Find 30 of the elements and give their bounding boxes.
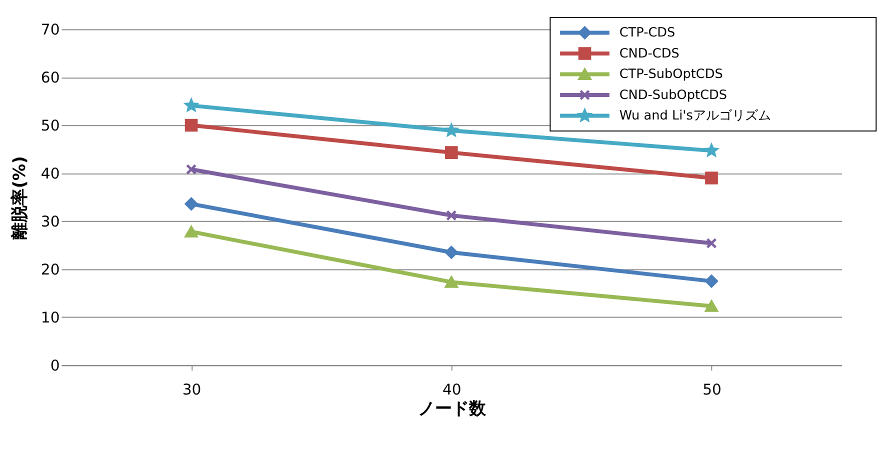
- x-tick-label: 30: [182, 381, 202, 398]
- point: [705, 300, 718, 312]
- point: [705, 274, 718, 288]
- point: [444, 246, 458, 259]
- y-tick-label: 50: [40, 118, 60, 135]
- point: [706, 238, 717, 249]
- legend-label: CTP-CDS: [619, 26, 676, 41]
- point: [184, 198, 198, 210]
- legend-label: CTP-SubOptCDS: [619, 67, 723, 82]
- y-axis-title: 離脱率(%): [9, 156, 30, 240]
- y-tick-label: 70: [40, 22, 60, 39]
- y-tick-label: 10: [40, 310, 60, 327]
- point: [444, 276, 458, 288]
- legend-label: Wu and Li'sアルゴリズム: [619, 108, 771, 124]
- x-tick-label: 50: [702, 381, 722, 398]
- point: [184, 118, 198, 132]
- point: [705, 172, 718, 184]
- legend-label: CND-CDS: [619, 46, 680, 62]
- y-tick-label: 40: [40, 166, 60, 183]
- x-axis-title: ノード数: [418, 398, 487, 418]
- point: [446, 210, 457, 221]
- point: [186, 164, 197, 175]
- y-tick-label: 20: [40, 262, 60, 279]
- x-tick-label: 40: [442, 381, 462, 398]
- y-tick-label: 30: [40, 214, 60, 231]
- y-tick-label: 0: [50, 358, 60, 375]
- point: [184, 226, 198, 238]
- legend-label: CND-SubOptCDS: [619, 88, 728, 103]
- y-tick-label: 60: [40, 70, 60, 87]
- point: [444, 146, 458, 159]
